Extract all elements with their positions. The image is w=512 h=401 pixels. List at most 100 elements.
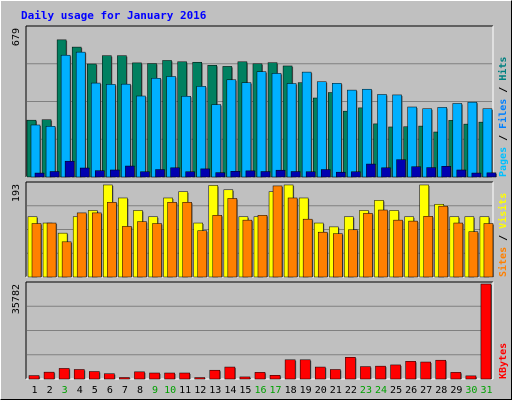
hits-bar-pages-9	[156, 170, 165, 177]
kbytes-bar-kbytes-24	[375, 366, 385, 379]
hits-bar-pages-18	[291, 172, 300, 177]
hits-bar-files-13	[212, 105, 221, 177]
visits-bar-sites-9	[153, 224, 162, 277]
hits-bar-pages-25	[397, 160, 406, 177]
hits-bar-pages-29	[457, 170, 466, 177]
kbytes-bar-kbytes-18	[285, 360, 295, 379]
x-tick-label-26: 26	[405, 385, 417, 396]
kbytes-bar-kbytes-21	[330, 369, 340, 379]
hits-bar-files-20	[317, 82, 326, 177]
x-tick-label-11: 11	[179, 385, 191, 396]
hits-bar-files-24	[377, 94, 386, 177]
x-tick-label-10: 10	[164, 385, 176, 396]
kbytes-bar-kbytes-27	[421, 362, 431, 379]
x-tick-label-17: 17	[270, 385, 282, 396]
visits-bar-sites-15	[243, 220, 252, 277]
hits-bar-pages-14	[231, 171, 240, 177]
hits-bar-files-12	[197, 86, 206, 177]
x-tick-label-20: 20	[315, 385, 327, 396]
x-tick-label-2: 2	[47, 385, 53, 396]
visits-bar-sites-30	[469, 232, 478, 277]
kbytes-bar-kbytes-25	[391, 365, 401, 379]
hits-bar-pages-2	[50, 172, 59, 177]
hits-bar-files-6	[106, 84, 115, 177]
hits-bar-pages-11	[186, 172, 195, 177]
hits-legend: Pages / Files / Hits	[497, 57, 509, 177]
hits-bar-files-31	[483, 109, 492, 177]
hits-bar-pages-19	[306, 172, 315, 177]
x-tick-label-16: 16	[254, 385, 266, 396]
hits-bar-files-11	[182, 96, 191, 177]
kbytes-ymax-label: 35782	[11, 284, 22, 314]
kbytes-legend: KBytes	[498, 343, 509, 379]
x-tick-label-8: 8	[137, 385, 143, 396]
hits-bar-files-27	[423, 109, 432, 177]
kbytes-bar-kbytes-22	[345, 357, 355, 379]
hits-bar-files-2	[46, 126, 55, 177]
kbytes-bar-kbytes-12	[195, 378, 205, 379]
kbytes-legend-part-0: KBytes	[498, 343, 509, 379]
x-tick-label-3: 3	[62, 385, 68, 396]
x-tick-label-27: 27	[420, 385, 432, 396]
kbytes-bar-kbytes-15	[240, 377, 250, 379]
visits-bar-sites-7	[122, 226, 131, 277]
kbytes-bar-kbytes-30	[466, 376, 476, 379]
hits-bar-pages-28	[442, 166, 451, 177]
kbytes-bar-kbytes-31	[481, 284, 491, 379]
hits-bar-pages-6	[110, 170, 119, 177]
hits-bar-pages-23	[366, 164, 375, 177]
x-tick-label-19: 19	[300, 385, 312, 396]
x-tick-label-7: 7	[122, 385, 128, 396]
kbytes-bar-kbytes-29	[451, 372, 461, 379]
hits-bar-files-22	[347, 90, 356, 177]
visits-bar-sites-4	[77, 213, 86, 277]
visits-bar-sites-27	[424, 216, 433, 277]
kbytes-bar-kbytes-10	[165, 373, 175, 379]
hits-bar-files-8	[136, 96, 145, 177]
kbytes-bar-kbytes-28	[436, 360, 446, 379]
kbytes-bar-kbytes-8	[134, 372, 144, 379]
visits-bar-sites-18	[288, 198, 297, 277]
hits-bar-files-16	[257, 72, 266, 177]
x-tick-label-13: 13	[209, 385, 221, 396]
kbytes-bar-kbytes-5	[89, 372, 99, 379]
visits-bar-sites-21	[333, 234, 342, 277]
visits-bar-sites-31	[484, 224, 493, 277]
hits-bar-files-30	[468, 102, 477, 177]
visits-bar-sites-14	[228, 198, 237, 277]
x-tick-label-15: 15	[239, 385, 251, 396]
x-tick-label-24: 24	[375, 385, 387, 396]
hits-bar-files-18	[287, 84, 296, 177]
kbytes-bar-kbytes-16	[255, 372, 265, 379]
x-tick-label-4: 4	[77, 385, 83, 396]
kbytes-bar-kbytes-3	[59, 368, 69, 379]
visits-legend-part-2: Visits	[497, 193, 509, 229]
hits-bar-pages-13	[216, 173, 225, 177]
hits-bar-files-21	[332, 83, 341, 177]
kbytes-bar-kbytes-7	[119, 377, 129, 379]
visits-bar-sites-3	[62, 242, 71, 277]
x-tick-label-29: 29	[450, 385, 462, 396]
hits-legend-part-1: /	[498, 129, 509, 147]
hits-bar-files-17	[272, 73, 281, 177]
hits-bar-pages-31	[487, 173, 496, 177]
chart-title: Daily usage for January 2016	[21, 9, 207, 22]
visits-legend-part-0: Sites	[497, 247, 509, 277]
x-tick-label-18: 18	[285, 385, 297, 396]
visits-bar-sites-22	[348, 230, 357, 277]
kbytes-bar-kbytes-19	[300, 360, 310, 379]
x-tick-label-31: 31	[480, 385, 492, 396]
hits-bar-pages-15	[246, 171, 255, 177]
hits-bar-files-4	[76, 52, 85, 177]
kbytes-bar-kbytes-17	[270, 375, 280, 379]
visits-bar-sites-19	[303, 219, 312, 277]
visits-bar-sites-8	[137, 222, 146, 277]
hits-bar-files-5	[91, 83, 100, 177]
visits-bar-sites-16	[258, 215, 267, 277]
hits-bar-pages-1	[35, 173, 44, 177]
kbytes-bar-kbytes-26	[406, 361, 416, 379]
x-tick-label-6: 6	[107, 385, 113, 396]
x-tick-label-5: 5	[92, 385, 98, 396]
visits-bar-sites-24	[378, 210, 387, 277]
